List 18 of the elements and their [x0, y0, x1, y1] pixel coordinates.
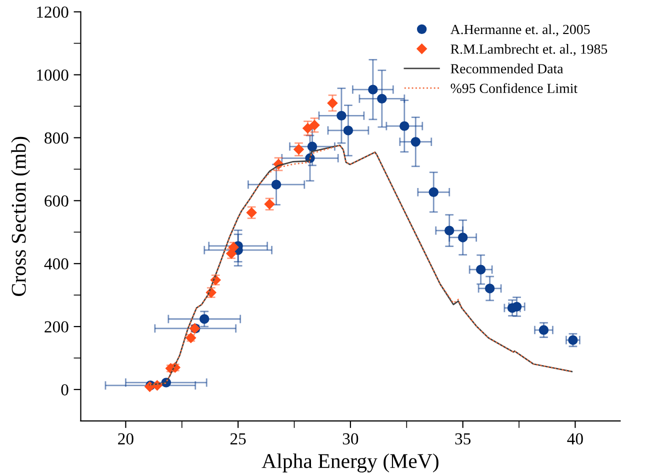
y-axis-title: Cross Section (mb)	[11, 136, 30, 296]
y-tick-label: 200	[44, 321, 68, 332]
y-tick-label: 400	[44, 258, 68, 270]
legend-label: %95 Confidence Limit	[450, 83, 578, 94]
y-tick-label: 600	[44, 195, 68, 207]
x-tick-label: 35	[455, 433, 471, 445]
x-tick-label: 30	[342, 433, 358, 445]
x-tick-label: 25	[230, 433, 246, 445]
legend-label: R.M.Lambrecht et. al., 1985	[450, 44, 608, 56]
y-tick-label: 800	[44, 132, 68, 144]
legend-label: Recommended Data	[450, 64, 564, 74]
y-tick-label: 1200	[37, 6, 68, 18]
y-tick-label: 0	[61, 384, 68, 396]
y-tick-label: 1000	[37, 69, 68, 81]
x-tick-label: 20	[118, 433, 134, 445]
x-tick-label: 40	[567, 433, 583, 445]
x-axis-title: Alpha Energy (MeV)	[262, 453, 438, 472]
legend-label: A.Hermanne et. al., 2005	[450, 24, 590, 36]
